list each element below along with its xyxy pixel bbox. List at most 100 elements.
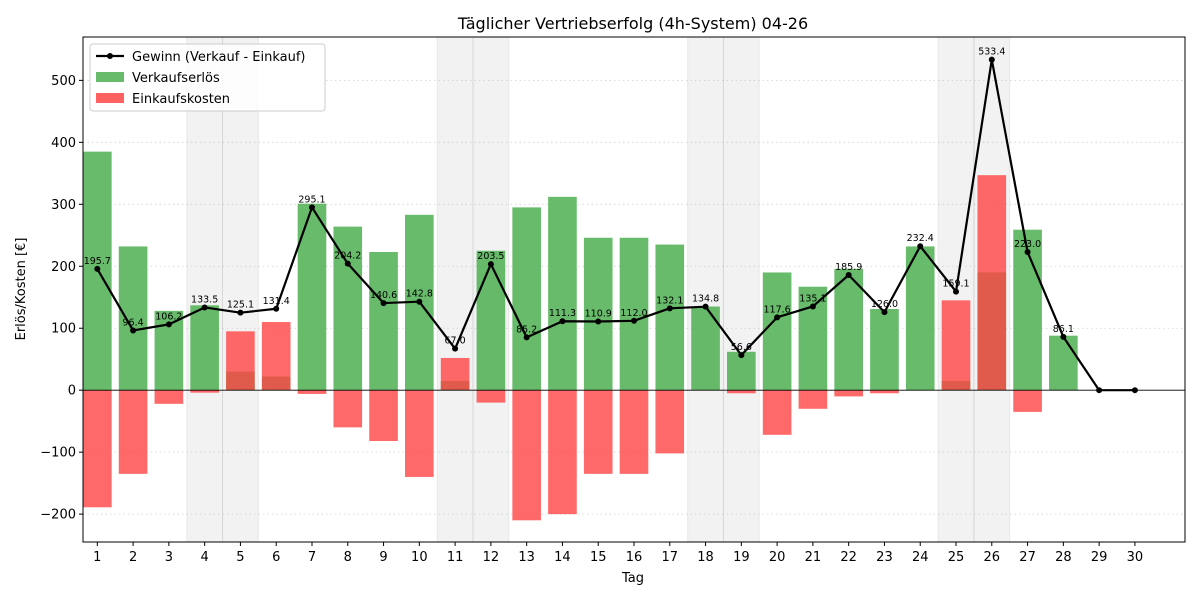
cost-bar-3 <box>154 390 184 404</box>
y-tick-label: 100 <box>51 322 76 337</box>
x-tick-label: 2 <box>129 550 137 565</box>
weekend-shade-day-11 <box>436 36 474 543</box>
profit-point-27 <box>1024 249 1031 256</box>
profit-point-20 <box>774 314 781 321</box>
profit-data-label-21: 135.1 <box>799 293 826 304</box>
revenue-bar-7 <box>297 203 327 391</box>
revenue-bar-17 <box>655 244 685 391</box>
y-tick-label: 0 <box>68 384 76 399</box>
cost-bar-7 <box>297 390 327 394</box>
x-tick-label: 22 <box>840 550 857 565</box>
profit-data-label-4: 133.5 <box>191 294 218 305</box>
cost-bar-23 <box>870 390 899 394</box>
x-tick-label: 4 <box>201 550 209 565</box>
profit-data-label-14: 111.3 <box>549 308 576 319</box>
profit-data-label-17: 132.1 <box>656 295 683 306</box>
revenue-bar-28 <box>1049 335 1078 391</box>
revenue-bar-15 <box>583 237 613 391</box>
profit-data-label-6: 131.4 <box>263 296 290 307</box>
profit-point-8 <box>344 260 351 267</box>
revenue-bar-20 <box>762 272 792 391</box>
legend-entry-label: Einkaufskosten <box>132 92 230 107</box>
profit-point-18 <box>702 303 709 310</box>
profit-point-17 <box>666 305 673 312</box>
profit-data-label-12: 203.5 <box>477 251 504 262</box>
x-tick-label: 18 <box>697 550 714 565</box>
chart-title: Täglicher Vertriebserfolg (4h-System) 04… <box>457 14 808 33</box>
revenue-bar-9 <box>369 252 398 391</box>
profit-point-13 <box>523 334 530 341</box>
profit-data-label-19: 56.6 <box>731 342 752 353</box>
x-tick-label: 27 <box>1019 550 1036 565</box>
weekend-shade-day-18 <box>687 36 724 543</box>
revenue-bar-19 <box>727 351 756 391</box>
profit-point-9 <box>380 300 387 307</box>
profit-point-22 <box>845 272 852 279</box>
cost-bar-1 <box>83 390 112 508</box>
profit-point-25 <box>953 288 960 295</box>
x-tick-label: 5 <box>236 550 244 565</box>
revenue-bar-13 <box>512 207 541 391</box>
cost-bar-19 <box>727 390 756 394</box>
cost-bar-12 <box>476 390 506 403</box>
profit-point-23 <box>881 309 888 316</box>
revenue-bar-22 <box>834 268 863 391</box>
profit-point-7 <box>308 204 315 211</box>
profit-line <box>96 58 1135 392</box>
profit-data-label-2: 96.4 <box>123 317 144 328</box>
x-tick-label: 11 <box>447 550 464 565</box>
revenue-bar-12 <box>476 250 506 391</box>
profit-point-4 <box>201 304 208 311</box>
legend-entry-label: Verkaufserlös <box>132 71 220 86</box>
revenue-bar-14 <box>548 196 577 391</box>
profit-data-label-18: 134.8 <box>692 294 719 305</box>
profit-point-3 <box>165 321 172 328</box>
x-tick-label: 23 <box>876 550 893 565</box>
legend-bar-swatch <box>96 72 124 82</box>
profit-point-30 <box>1131 387 1138 394</box>
x-tick-label: 30 <box>1127 550 1144 565</box>
weekend-shade-day-5 <box>222 36 259 543</box>
x-tick-label: 8 <box>344 550 352 565</box>
profit-point-21 <box>809 303 816 310</box>
x-tick-label: 14 <box>554 550 571 565</box>
profit-data-label-16: 112.0 <box>620 308 647 319</box>
legend-box <box>89 43 326 112</box>
cost-bar-11 <box>440 357 470 391</box>
y-axis-label: Erlös/Kosten [€] <box>14 238 29 341</box>
x-tick-label: 16 <box>626 550 643 565</box>
x-tick-label: 1 <box>93 550 101 565</box>
revenue-bar-16 <box>619 237 649 391</box>
x-tick-label: 19 <box>733 550 750 565</box>
profit-data-label-7: 295.1 <box>298 194 325 205</box>
x-tick-label: 3 <box>165 550 173 565</box>
x-tick-label: 13 <box>518 550 535 565</box>
profit-point-15 <box>595 318 602 325</box>
profit-point-16 <box>631 317 637 324</box>
cost-bar-16 <box>619 390 649 474</box>
y-tick-label: −200 <box>40 508 76 523</box>
y-tick-label: 400 <box>51 136 76 151</box>
x-tick-label: 6 <box>272 550 280 565</box>
x-tick-label: 15 <box>590 550 607 565</box>
profit-point-1 <box>94 265 101 272</box>
x-tick-label: 7 <box>308 550 316 565</box>
cost-bar-4 <box>190 390 219 393</box>
cost-bar-21 <box>798 390 828 409</box>
cost-bar-26 <box>977 175 1007 391</box>
cost-bar-20 <box>762 390 792 435</box>
y-tick-label: 300 <box>51 198 76 213</box>
profit-point-2 <box>130 327 137 334</box>
revenue-bar-4 <box>190 305 219 391</box>
profit-data-label-25: 159.1 <box>942 279 969 290</box>
weekend-shade-day-4 <box>186 36 224 543</box>
legend-line-marker <box>107 53 113 59</box>
profit-point-10 <box>416 298 423 305</box>
x-tick-label: 20 <box>769 550 786 565</box>
cost-bar-27 <box>1013 390 1042 412</box>
profit-data-label-13: 85.2 <box>516 324 537 335</box>
profit-data-label-1: 195.7 <box>84 256 111 267</box>
profit-point-12 <box>487 261 494 268</box>
